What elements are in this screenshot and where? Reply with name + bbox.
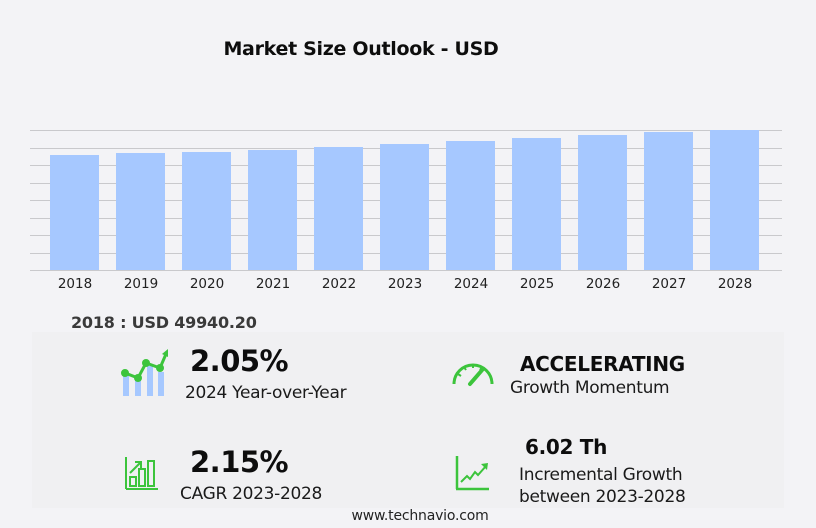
bar-2021 xyxy=(248,149,297,270)
x-axis-label: 2026 xyxy=(585,276,621,292)
bar-2027 xyxy=(644,132,693,270)
chart-title: Market Size Outlook - USD xyxy=(223,38,499,60)
yoy-label: 2024 Year-over-Year xyxy=(185,383,347,403)
bar-growth-icon xyxy=(124,455,160,495)
speedometer-icon xyxy=(450,357,496,391)
kpi-panel xyxy=(32,332,784,508)
incremental-label-line2: between 2023-2028 xyxy=(519,487,686,507)
cagr-label: CAGR 2023-2028 xyxy=(180,484,323,504)
bar-2026 xyxy=(578,135,627,270)
bar-2020 xyxy=(182,151,231,270)
line-chart-up-icon xyxy=(455,455,491,495)
x-axis-label: 2021 xyxy=(255,276,291,292)
x-axis-label: 2027 xyxy=(651,276,687,292)
base-year-value: 2018 : USD 49940.20 xyxy=(71,313,257,332)
bar-line-trend-icon xyxy=(118,348,170,402)
x-axis-label: 2018 xyxy=(57,276,93,292)
x-axis-label: 2019 xyxy=(123,276,159,292)
gridline xyxy=(30,130,782,131)
x-axis-label: 2023 xyxy=(387,276,423,292)
bar-2019 xyxy=(116,153,165,270)
bar-2023 xyxy=(380,143,429,270)
bar-chart: 2018 2019 2020 2021 2022 2023 2024 2025 2026 2027… xyxy=(30,120,782,300)
incremental-label-line1: Incremental Growth xyxy=(519,465,683,485)
incremental-value: 6.02 Th xyxy=(525,435,608,459)
bar-2018 xyxy=(50,154,99,270)
yoy-value: 2.05% xyxy=(190,344,289,378)
x-axis-label: 2020 xyxy=(189,276,225,292)
gridline xyxy=(30,270,782,271)
footer-site-link[interactable]: www.technavio.com xyxy=(351,508,489,524)
bar-2024 xyxy=(446,141,495,270)
x-axis-label: 2024 xyxy=(453,276,489,292)
cagr-value: 2.15% xyxy=(190,445,289,479)
momentum-label: Growth Momentum xyxy=(510,378,670,398)
bar-2022 xyxy=(314,146,363,270)
bar-2025 xyxy=(512,138,561,270)
x-axis-label: 2028 xyxy=(717,276,753,292)
momentum-value: ACCELERATING xyxy=(520,352,685,376)
bar-2028 xyxy=(710,130,759,270)
x-axis-label: 2022 xyxy=(321,276,357,292)
x-axis-label: 2025 xyxy=(519,276,555,292)
